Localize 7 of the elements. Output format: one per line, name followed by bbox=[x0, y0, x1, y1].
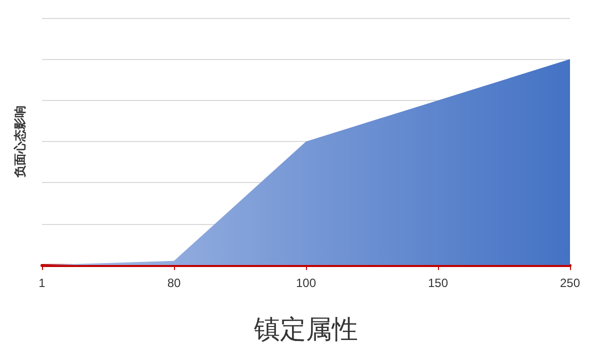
x-tick-label: 100 bbox=[296, 276, 316, 290]
x-tick-label: 80 bbox=[167, 276, 181, 290]
x-tick-label: 150 bbox=[428, 276, 448, 290]
x-tick-label: 1 bbox=[38, 276, 46, 290]
x-axis-title: 镇定属性 bbox=[253, 315, 358, 345]
y-axis-title: 负面心态影响 bbox=[13, 106, 27, 178]
x-tick-label: 250 bbox=[560, 276, 580, 290]
